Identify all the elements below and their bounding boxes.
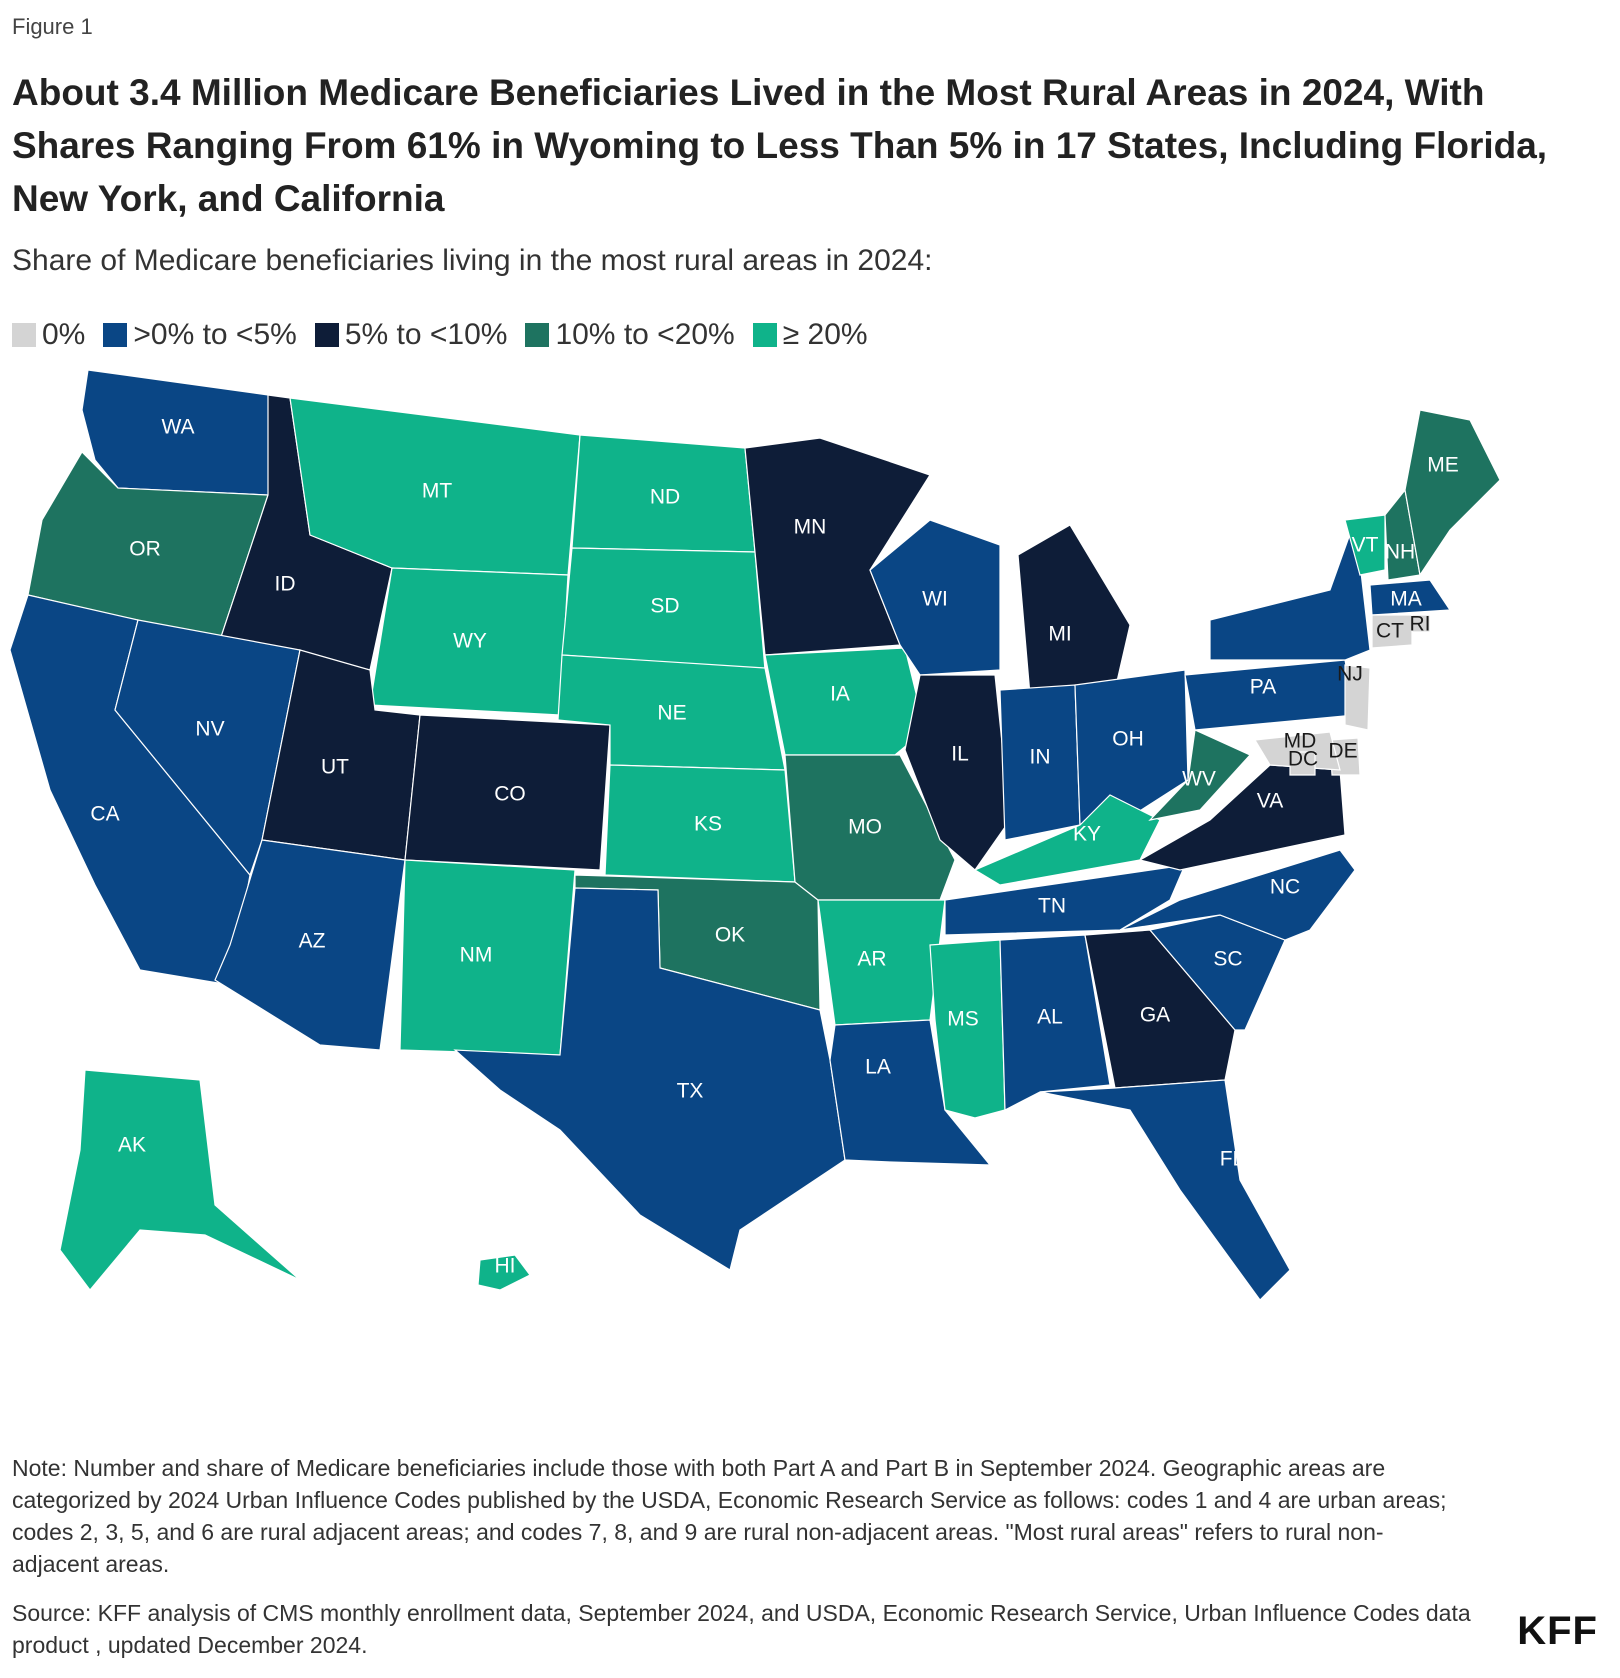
state-label-ma: MA (1390, 588, 1422, 611)
chart-subtitle: Share of Medicare beneficiaries living i… (12, 244, 933, 277)
state-label-ca: CA (90, 803, 119, 826)
state-nj[interactable] (1344, 664, 1371, 731)
legend-item-10-to-20[interactable]: 10% to <20% (525, 318, 735, 352)
state-vt[interactable] (1344, 514, 1386, 576)
state-label-tx: TX (677, 1080, 704, 1103)
legend-item-zero[interactable]: 0% (12, 318, 85, 352)
state-label-wy: WY (453, 630, 487, 653)
state-label-wa: WA (161, 416, 194, 439)
state-label-ak: AK (118, 1134, 146, 1157)
state-label-fl: FL (1220, 1148, 1245, 1171)
legend-label: 0% (42, 318, 86, 351)
state-label-in: IN (1030, 746, 1051, 769)
state-label-ut: UT (321, 756, 349, 779)
state-label-ms: MS (947, 1008, 979, 1031)
state-tx[interactable] (453, 887, 846, 1271)
state-al[interactable] (999, 934, 1111, 1111)
state-label-ne: NE (657, 702, 686, 725)
state-label-md: MD (1284, 730, 1317, 753)
state-label-ri: RI (1410, 613, 1431, 636)
legend-label: ≥ 20% (782, 318, 868, 351)
state-label-nm: NM (460, 944, 493, 967)
state-label-ga: GA (1140, 1004, 1170, 1027)
legend-label: 5% to <10% (344, 318, 508, 351)
state-ny[interactable] (1209, 519, 1371, 661)
state-label-ar: AR (857, 948, 886, 971)
state-ct[interactable] (1371, 614, 1413, 649)
state-label-il: IL (951, 743, 969, 766)
state-nc[interactable] (1119, 849, 1356, 941)
state-label-wi: WI (922, 588, 948, 611)
state-label-mn: MN (794, 516, 827, 539)
state-ak[interactable] (59, 1069, 301, 1291)
state-oh[interactable] (1074, 669, 1189, 831)
legend-item-under-5[interactable]: >0% to <5% (103, 318, 297, 352)
state-ky[interactable] (973, 794, 1161, 886)
state-co[interactable] (404, 714, 611, 871)
state-label-nv: NV (195, 718, 224, 741)
legend-swatch (525, 323, 550, 347)
state-fl[interactable] (1039, 1079, 1291, 1301)
state-label-me: ME (1427, 454, 1459, 477)
state-label-hi: HI (495, 1255, 516, 1278)
figure-label: Figure 1 (12, 14, 93, 39)
state-tn[interactable] (944, 864, 1186, 936)
state-label-oh: OH (1112, 728, 1144, 751)
state-label-or: OR (129, 538, 161, 561)
legend-label: 10% to <20% (555, 318, 735, 351)
state-label-ks: KS (694, 813, 722, 836)
state-la[interactable] (829, 1019, 992, 1166)
state-label-nc: NC (1270, 876, 1300, 899)
legend-item-5-to-10[interactable]: 5% to <10% (314, 318, 508, 352)
kff-logo: KFF (1517, 1609, 1598, 1653)
state-label-mo: MO (848, 816, 882, 839)
chart-title: About 3.4 Million Medicare Beneficiaries… (12, 72, 1548, 219)
legend: 0% >0% to <5% 5% to <10% 10% to <20% ≥ 2… (12, 318, 886, 352)
source-text: Source: KFF analysis of CMS monthly enro… (12, 1600, 1471, 1658)
state-label-nd: ND (650, 486, 680, 509)
state-label-tn: TN (1038, 895, 1066, 918)
state-label-va: VA (1257, 790, 1283, 813)
state-ga[interactable] (1084, 929, 1236, 1089)
legend-swatch (12, 323, 36, 347)
state-md[interactable] (1254, 731, 1341, 771)
state-label-dc: DC (1288, 748, 1318, 771)
state-label-de: DE (1328, 740, 1357, 763)
state-label-vt: VT (1352, 534, 1379, 557)
state-label-al: AL (1037, 1006, 1063, 1029)
legend-item-20-plus[interactable]: ≥ 20% (752, 318, 868, 352)
state-mi[interactable] (1017, 524, 1131, 696)
legend-swatch (752, 323, 777, 347)
state-label-sd: SD (650, 595, 679, 618)
state-label-mi: MI (1048, 623, 1071, 646)
state-wv[interactable] (1148, 729, 1251, 821)
state-nv[interactable] (114, 619, 301, 877)
state-wi[interactable] (869, 519, 1001, 676)
legend-swatch (103, 323, 128, 347)
state-label-ct: CT (1376, 620, 1404, 643)
legend-swatch (314, 323, 339, 347)
legend-label: >0% to <5% (133, 318, 297, 351)
state-label-la: LA (865, 1056, 891, 1079)
us-choropleth-map: WA OR CA ID NV MT WY UT AZ CO NM ND SD NE KS OK TX MN IA MO… (9, 370, 1501, 1301)
state-sc[interactable] (1148, 914, 1286, 1031)
state-label-nj: NJ (1337, 663, 1363, 686)
state-label-co: CO (494, 783, 526, 806)
state-label-ok: OK (715, 924, 745, 947)
state-label-ky: KY (1073, 823, 1101, 846)
state-label-az: AZ (299, 930, 326, 953)
state-dc[interactable] (1289, 751, 1316, 776)
state-me[interactable] (1404, 409, 1501, 577)
state-label-mt: MT (422, 480, 452, 503)
note-text: Note: Number and share of Medicare benef… (12, 1455, 1447, 1577)
state-label-ia: IA (830, 683, 850, 706)
state-label-wv: WV (1182, 768, 1216, 791)
state-ma[interactable] (1369, 579, 1452, 616)
state-label-nh: NH (1385, 541, 1415, 564)
state-label-ny: NY (1307, 570, 1336, 593)
state-label-pa: PA (1250, 676, 1276, 699)
state-label-sc: SC (1213, 948, 1242, 971)
state-label-id: ID (275, 573, 296, 596)
state-hi[interactable] (477, 1254, 531, 1291)
